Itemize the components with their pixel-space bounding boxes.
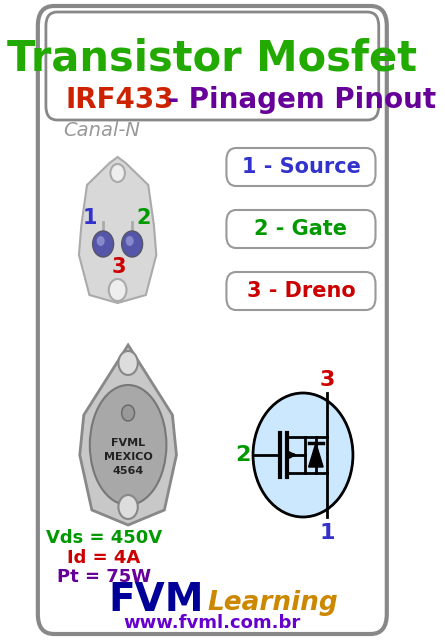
FancyBboxPatch shape	[227, 272, 376, 310]
Text: FVM: FVM	[108, 581, 204, 619]
Text: MEXICO: MEXICO	[104, 452, 153, 462]
Text: 4564: 4564	[113, 466, 144, 476]
Text: Id = 4A: Id = 4A	[67, 549, 141, 567]
Circle shape	[121, 231, 142, 257]
FancyBboxPatch shape	[227, 210, 376, 248]
Text: 2: 2	[235, 445, 250, 465]
Circle shape	[97, 236, 105, 246]
Circle shape	[93, 231, 113, 257]
Text: Canal-N: Canal-N	[63, 120, 140, 140]
FancyBboxPatch shape	[46, 12, 379, 120]
Text: IRF433: IRF433	[66, 86, 174, 114]
PathPatch shape	[79, 157, 156, 303]
Circle shape	[125, 236, 134, 246]
Circle shape	[253, 393, 353, 517]
Circle shape	[109, 279, 126, 301]
Circle shape	[110, 164, 125, 182]
Text: FVML: FVML	[111, 438, 145, 448]
Text: 1: 1	[83, 208, 97, 228]
Circle shape	[118, 495, 138, 519]
Text: Learning: Learning	[208, 590, 339, 616]
Text: Transistor Mosfet: Transistor Mosfet	[7, 37, 417, 79]
Circle shape	[118, 351, 138, 375]
Text: www.fvml.com.br: www.fvml.com.br	[123, 614, 300, 632]
Circle shape	[121, 405, 134, 421]
PathPatch shape	[80, 345, 177, 525]
Text: - Pinagem Pinout: - Pinagem Pinout	[158, 86, 436, 114]
FancyBboxPatch shape	[227, 148, 376, 186]
Ellipse shape	[90, 385, 166, 505]
Polygon shape	[309, 443, 323, 467]
Text: 3: 3	[320, 370, 335, 390]
Text: 2: 2	[136, 208, 151, 228]
Text: Pt = 75W: Pt = 75W	[57, 568, 151, 586]
FancyBboxPatch shape	[38, 6, 387, 634]
Text: 1 - Source: 1 - Source	[242, 157, 360, 177]
Text: 3: 3	[112, 257, 126, 277]
Text: Vds = 450V: Vds = 450V	[46, 529, 162, 547]
Text: 2 - Gate: 2 - Gate	[255, 219, 348, 239]
Text: 3 - Dreno: 3 - Dreno	[247, 281, 356, 301]
Text: 1: 1	[320, 523, 335, 543]
